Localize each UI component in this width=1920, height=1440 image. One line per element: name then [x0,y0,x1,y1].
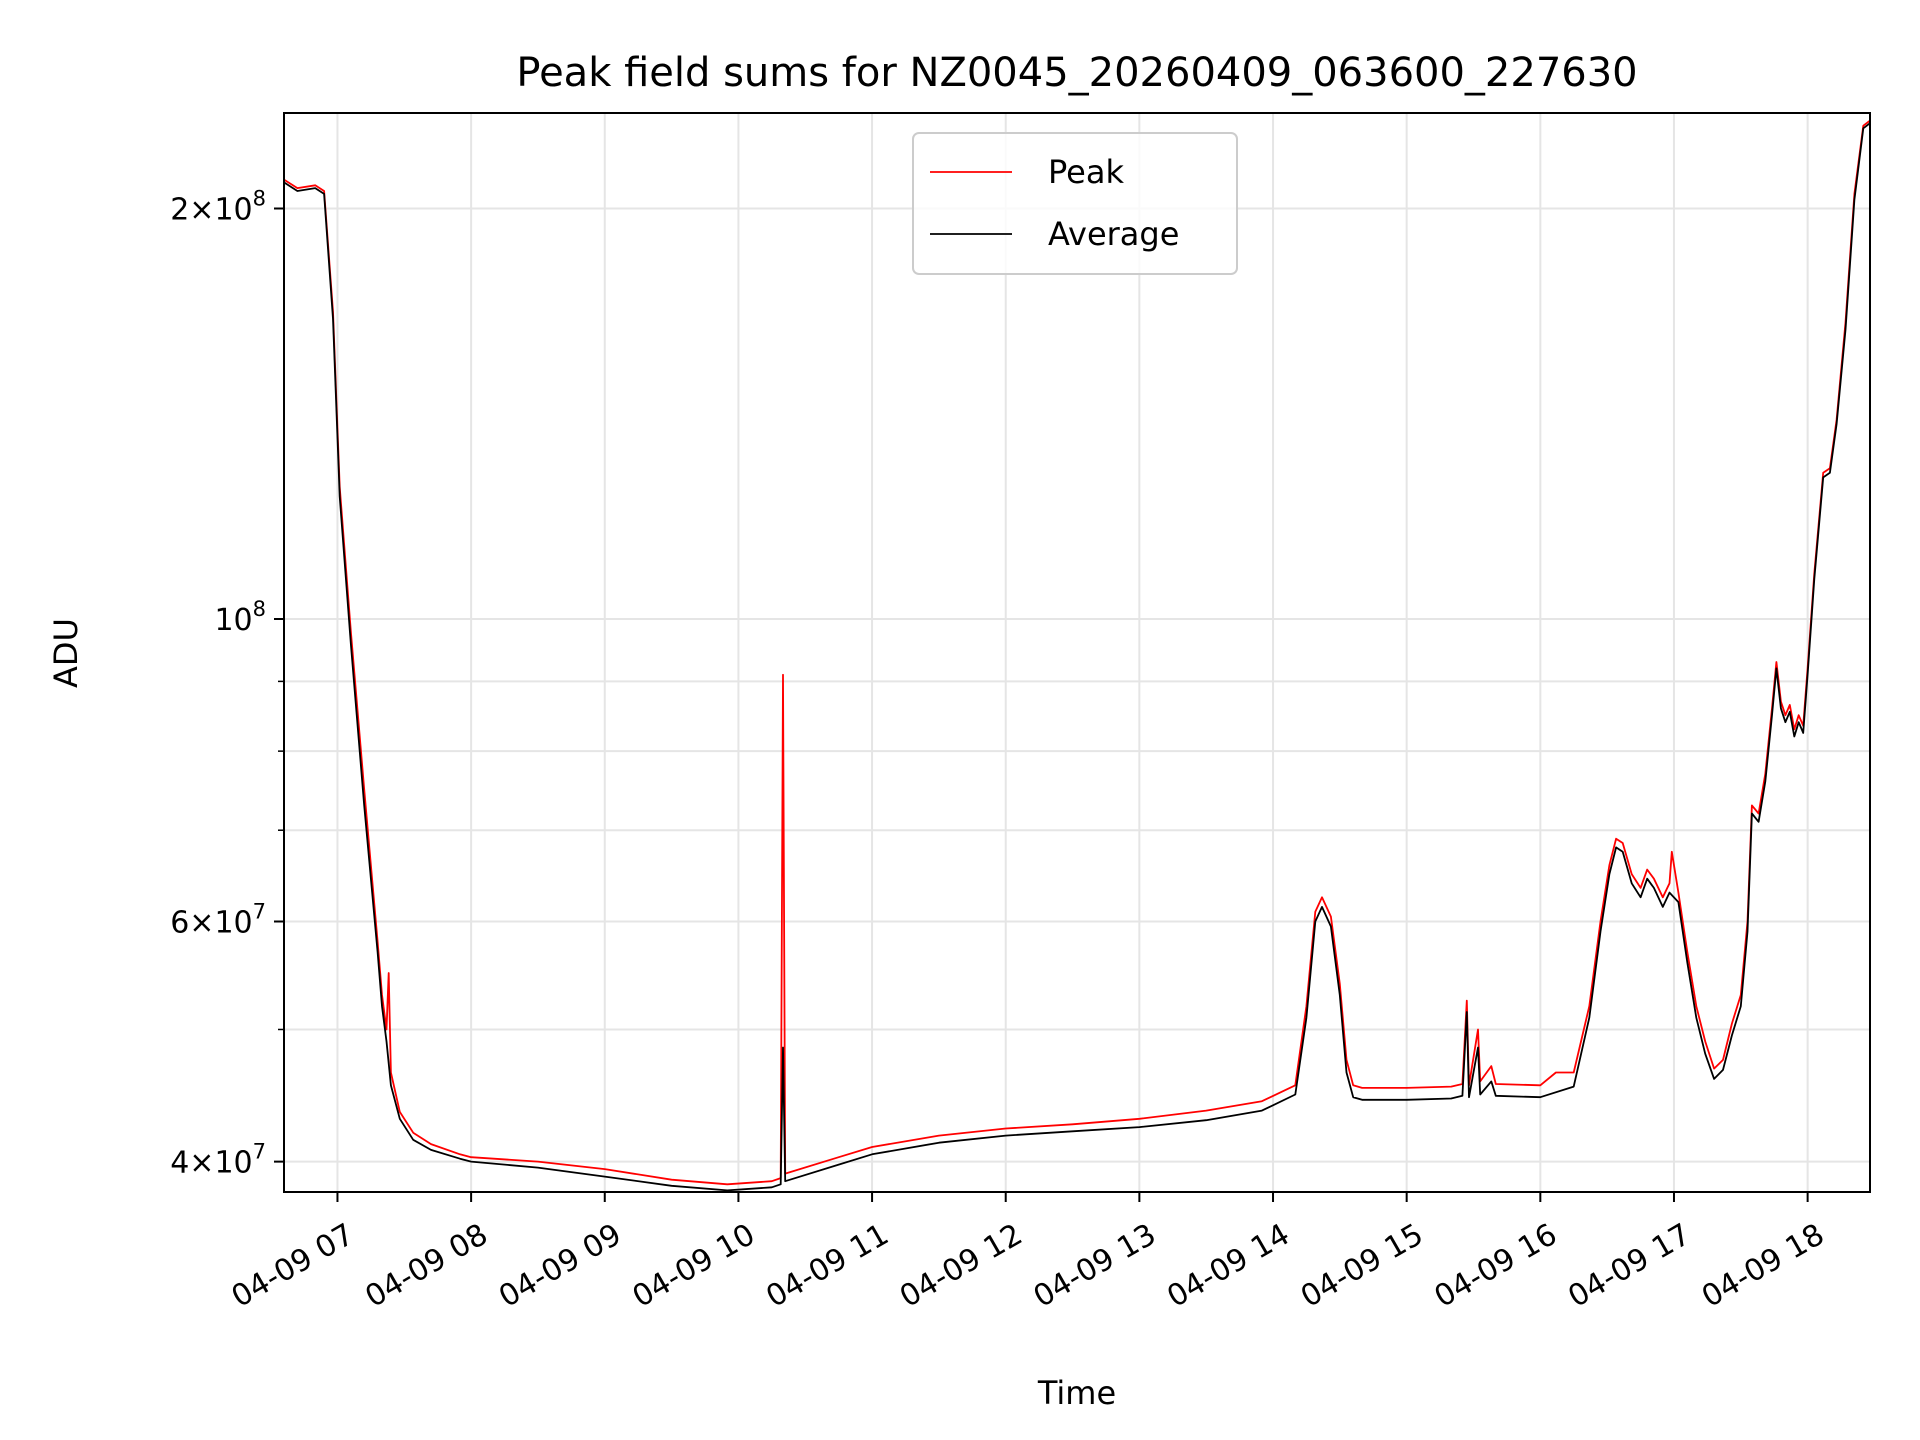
legend: Peak Average [912,132,1238,275]
plot-frame [283,112,1871,1193]
series-layer [283,119,1871,1192]
y-axis-title: ADU [47,618,85,688]
legend-label-peak: Peak [1048,153,1124,191]
y-tick-label: 6×107 [170,900,266,941]
grid [284,113,1870,1192]
legend-box [912,132,1238,275]
series-line-average [283,122,1871,1192]
y-axis: 4×107 6×107 108 2×108 [170,187,284,1181]
y-tick-label: 4×107 [170,1140,266,1181]
y-tick-label: 108 [214,597,266,638]
chart-title: Peak field sums for NZ0045_20260409_0636… [516,50,1637,96]
legend-label-average: Average [1048,215,1179,253]
y-tick-label: 2×108 [170,187,266,228]
x-axis-title: Time [1037,1374,1116,1412]
